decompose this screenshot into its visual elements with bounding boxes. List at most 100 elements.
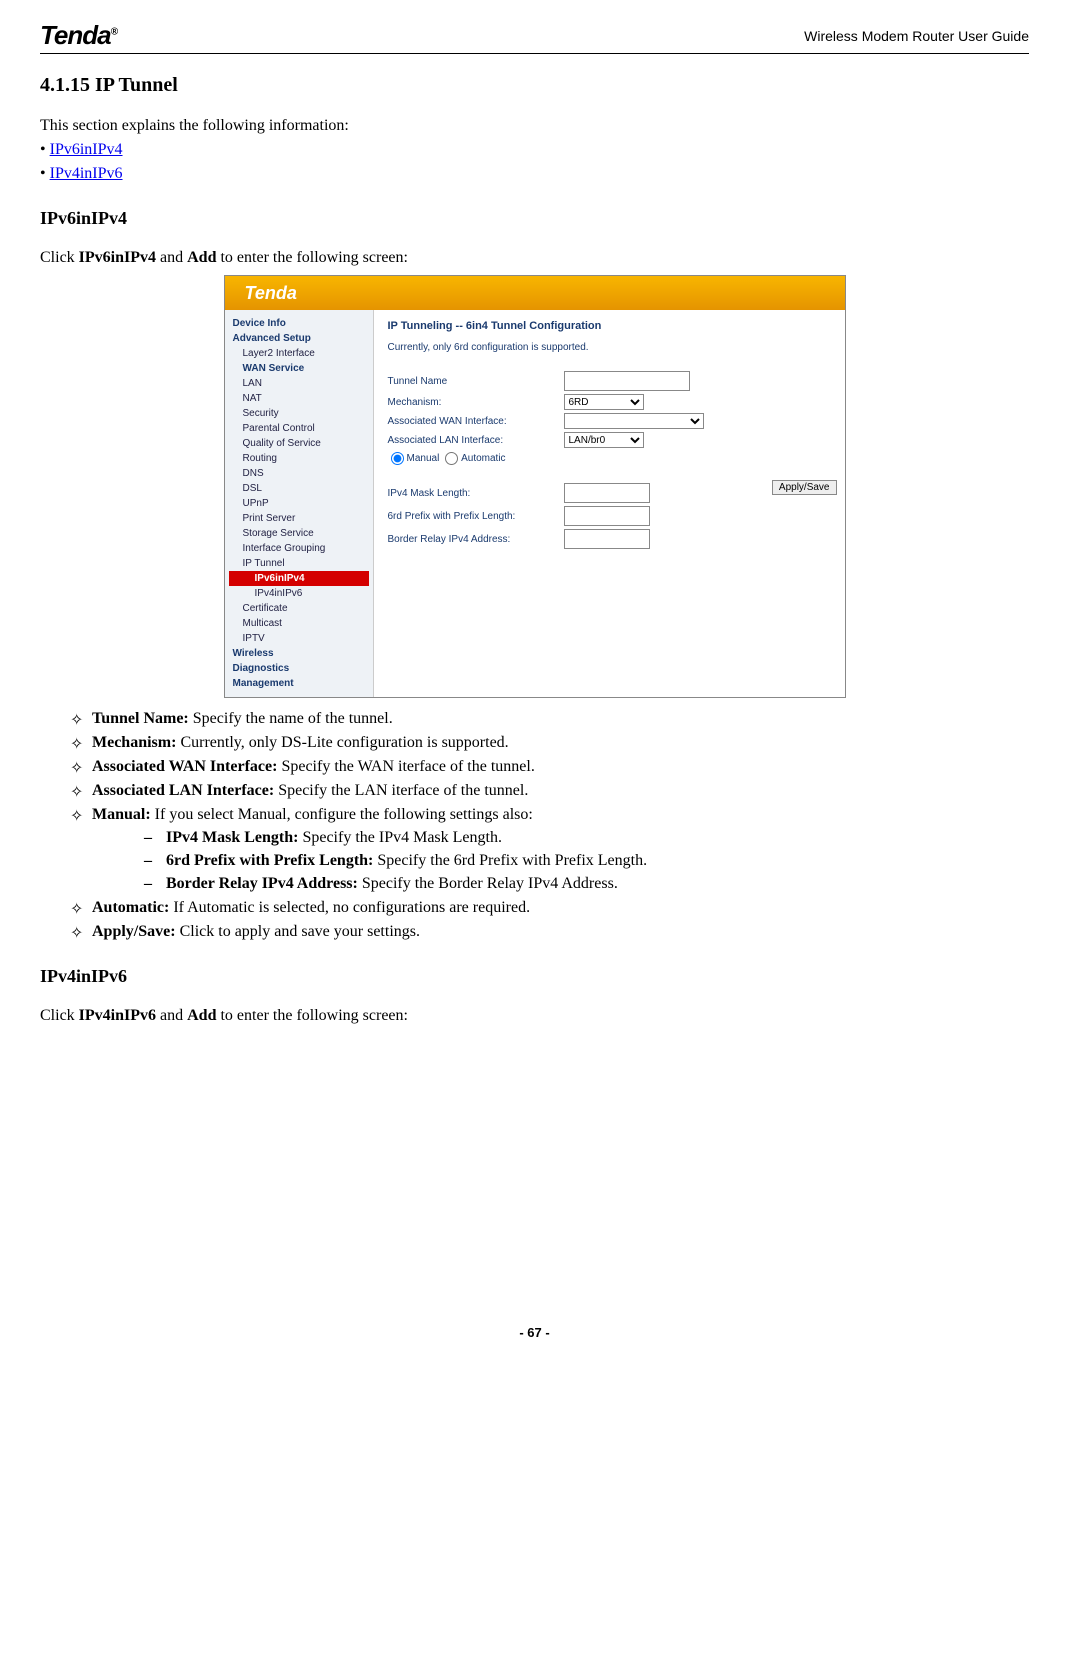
- ss-note: Currently, only 6rd configuration is sup…: [388, 342, 831, 353]
- ipv6inipv4-lead: Click IPv6inIPv4 and Add to enter the fo…: [40, 249, 1029, 267]
- label-mechanism: Mechanism:: [388, 397, 558, 408]
- dl1: IPv4 Mask Length:: [166, 829, 298, 846]
- sidebar-item[interactable]: IPv6inIPv4: [229, 571, 369, 586]
- lead-mid: and: [156, 249, 187, 266]
- bt6: If Automatic is selected, no configurati…: [169, 899, 530, 916]
- ss-heading: IP Tunneling -- 6in4 Tunnel Configuratio…: [388, 320, 831, 332]
- row-wan: Associated WAN Interface:: [388, 413, 831, 429]
- lead-pre: Click: [40, 249, 79, 266]
- sidebar-item[interactable]: Print Server: [229, 511, 369, 526]
- sidebar-item[interactable]: Interface Grouping: [229, 541, 369, 556]
- page-header: Tenda® Wireless Modem Router User Guide: [40, 20, 1029, 54]
- dl2: 6rd Prefix with Prefix Length:: [166, 852, 373, 869]
- dt2: Specify the 6rd Prefix with Prefix Lengt…: [373, 852, 647, 869]
- sidebar-item[interactable]: UPnP: [229, 496, 369, 511]
- input-tunnel-name[interactable]: [564, 371, 690, 391]
- tenda-logo: Tenda®: [40, 20, 117, 51]
- lead-b1: IPv6inIPv4: [79, 249, 156, 266]
- input-6rd-prefix[interactable]: [564, 506, 650, 526]
- lead2-post: to enter the following screen:: [216, 1007, 408, 1024]
- dash-ipv4-mask: IPv4 Mask Length: Specify the IPv4 Mask …: [144, 829, 1029, 847]
- bt1: Specify the name of the tunnel.: [189, 710, 393, 727]
- row-radio: Manual Automatic: [388, 452, 831, 465]
- bl3: Associated WAN Interface:: [92, 758, 277, 775]
- page-number: - 67 -: [40, 1325, 1029, 1340]
- label-manual: Manual: [407, 453, 440, 464]
- sidebar-item[interactable]: IPv4inIPv6: [229, 586, 369, 601]
- label-border-relay: Border Relay IPv4 Address:: [388, 534, 558, 545]
- sidebar-item[interactable]: Diagnostics: [229, 661, 369, 676]
- ss-main: IP Tunneling -- 6in4 Tunnel Configuratio…: [374, 310, 845, 697]
- sidebar-item[interactable]: Certificate: [229, 601, 369, 616]
- bl5: Manual:: [92, 806, 151, 823]
- bl1: Tunnel Name:: [92, 710, 189, 727]
- label-tunnel-name: Tunnel Name: [388, 376, 558, 387]
- logo-reg: ®: [111, 26, 117, 37]
- input-ipv4-mask[interactable]: [564, 483, 650, 503]
- row-6rd-prefix: 6rd Prefix with Prefix Length:: [388, 506, 831, 526]
- sidebar-item[interactable]: Management: [229, 676, 369, 691]
- radio-manual[interactable]: [391, 452, 404, 465]
- bullet-wan: Associated WAN Interface: Specify the WA…: [70, 758, 1029, 776]
- link-ipv4inipv6[interactable]: IPv4inIPv6: [50, 165, 123, 182]
- sidebar-item[interactable]: Security: [229, 406, 369, 421]
- lead2-mid: and: [156, 1007, 187, 1024]
- select-wan[interactable]: [564, 413, 704, 429]
- bt5: If you select Manual, configure the foll…: [151, 806, 533, 823]
- logo-text: Tenda: [40, 20, 111, 50]
- radio-automatic[interactable]: [445, 452, 458, 465]
- row-tunnel-name: Tunnel Name: [388, 371, 831, 391]
- apply-save-button[interactable]: Apply/Save: [772, 480, 837, 495]
- dt1: Specify the IPv4 Mask Length.: [298, 829, 502, 846]
- lead2-pre: Click: [40, 1007, 79, 1024]
- lead-b2: Add: [187, 249, 216, 266]
- screenshot-container: Tenda Device InfoAdvanced SetupLayer2 In…: [40, 275, 1029, 698]
- sidebar-item[interactable]: NAT: [229, 391, 369, 406]
- bullet-manual: Manual: If you select Manual, configure …: [70, 806, 1029, 893]
- sidebar-item[interactable]: DSL: [229, 481, 369, 496]
- subsection-ipv6inipv4: IPv6inIPv4: [40, 208, 1029, 229]
- ss-logo: Tenda: [245, 283, 297, 304]
- sidebar-item[interactable]: IP Tunnel: [229, 556, 369, 571]
- toc-link-2: • IPv4inIPv6: [40, 165, 1029, 183]
- sidebar-item[interactable]: Advanced Setup: [229, 331, 369, 346]
- toc-link-1: • IPv6inIPv4: [40, 141, 1029, 159]
- sidebar-item[interactable]: DNS: [229, 466, 369, 481]
- dash-6rd-prefix: 6rd Prefix with Prefix Length: Specify t…: [144, 852, 1029, 870]
- row-lan: Associated LAN Interface: LAN/br0: [388, 432, 831, 448]
- sidebar-item[interactable]: Storage Service: [229, 526, 369, 541]
- select-mechanism[interactable]: 6RD: [564, 394, 644, 410]
- sidebar-item[interactable]: Multicast: [229, 616, 369, 631]
- ss-body: Device InfoAdvanced SetupLayer2 Interfac…: [225, 310, 845, 697]
- sidebar-item[interactable]: WAN Service: [229, 361, 369, 376]
- sidebar-item[interactable]: Wireless: [229, 646, 369, 661]
- label-wan: Associated WAN Interface:: [388, 416, 558, 427]
- sidebar-item[interactable]: Device Info: [229, 316, 369, 331]
- bt4: Specify the LAN iterface of the tunnel.: [274, 782, 528, 799]
- select-lan[interactable]: LAN/br0: [564, 432, 644, 448]
- ss-sidebar: Device InfoAdvanced SetupLayer2 Interfac…: [225, 310, 374, 697]
- ipv4inipv6-lead: Click IPv4inIPv6 and Add to enter the fo…: [40, 1007, 1029, 1025]
- sidebar-item[interactable]: Layer2 Interface: [229, 346, 369, 361]
- bullet-automatic: Automatic: If Automatic is selected, no …: [70, 899, 1029, 917]
- lead2-b1: IPv4inIPv6: [79, 1007, 156, 1024]
- bt2: Currently, only DS-Lite configuration is…: [176, 734, 508, 751]
- bullet-apply-save: Apply/Save: Click to apply and save your…: [70, 923, 1029, 941]
- sidebar-item[interactable]: LAN: [229, 376, 369, 391]
- label-ipv4-mask: IPv4 Mask Length:: [388, 488, 558, 499]
- bullet-tunnel-name: Tunnel Name: Specify the name of the tun…: [70, 710, 1029, 728]
- bt7: Click to apply and save your settings.: [176, 923, 420, 940]
- link-ipv6inipv4[interactable]: IPv6inIPv4: [50, 141, 123, 158]
- bullet-lan: Associated LAN Interface: Specify the LA…: [70, 782, 1029, 800]
- dt3: Specify the Border Relay IPv4 Address.: [358, 875, 618, 892]
- sidebar-item[interactable]: Parental Control: [229, 421, 369, 436]
- row-ipv4-mask: IPv4 Mask Length:: [388, 483, 831, 503]
- ss-topbar: Tenda: [225, 276, 845, 310]
- subsection-ipv4inipv6: IPv4inIPv6: [40, 966, 1029, 987]
- sidebar-item[interactable]: IPTV: [229, 631, 369, 646]
- row-mechanism: Mechanism: 6RD: [388, 394, 831, 410]
- bl4: Associated LAN Interface:: [92, 782, 274, 799]
- sidebar-item[interactable]: Quality of Service: [229, 436, 369, 451]
- sidebar-item[interactable]: Routing: [229, 451, 369, 466]
- input-border-relay[interactable]: [564, 529, 650, 549]
